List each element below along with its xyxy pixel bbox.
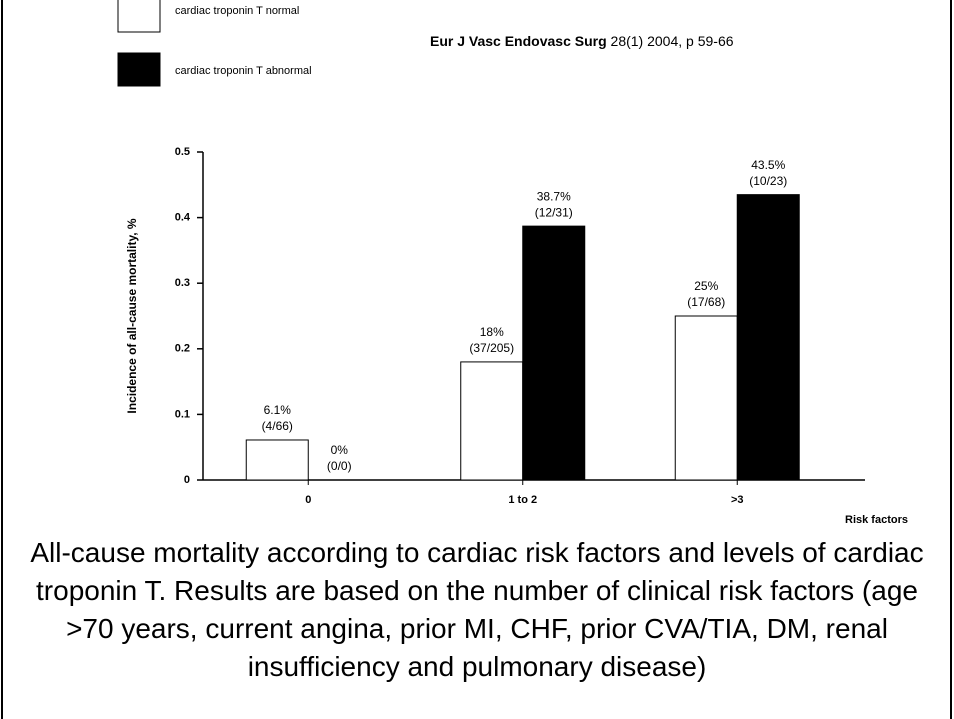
count-label: (12/31) (535, 205, 573, 219)
value-label: 18% (480, 325, 504, 339)
value-label: 6.1% (264, 403, 292, 417)
bar (522, 225, 586, 481)
y-axis-label: Incidence of all-cause mortality, % (125, 218, 139, 414)
count-label: (4/66) (262, 419, 293, 433)
x-tick-label: 0 (305, 494, 311, 506)
value-label: 0% (331, 443, 349, 457)
y-tick-label: 0.2 (175, 343, 190, 355)
value-label: 43.5% (751, 158, 785, 172)
value-label: 38.7% (537, 189, 571, 203)
source-journal: Eur J Vasc Endovasc Surg (430, 33, 607, 49)
y-tick-label: 0.5 (175, 146, 190, 158)
value-label: 25% (694, 279, 718, 293)
bar (460, 361, 524, 481)
legend-swatch (117, 0, 161, 33)
bar (674, 315, 738, 481)
y-tick-label: 0.1 (175, 408, 190, 420)
caption: All-cause mortality according to cardiac… (30, 537, 924, 682)
legend-label: cardiac troponin T abnormal (175, 65, 312, 77)
legend-label: cardiac troponin T normal (175, 5, 299, 17)
legend-swatch (117, 52, 161, 87)
source-citation: 28(1) 2004, p 59-66 (611, 33, 734, 49)
count-label: (37/205) (469, 341, 514, 355)
y-tick-label: 0.3 (175, 277, 190, 289)
count-label: (17/68) (687, 295, 725, 309)
x-tick-label: 1 to 2 (508, 494, 537, 506)
x-tick-label: >3 (731, 494, 744, 506)
count-label: (10/23) (749, 174, 787, 188)
count-label: (0/0) (327, 459, 352, 473)
source: Eur J Vasc Endovasc Surg 28(1) 2004, p 5… (430, 33, 734, 49)
y-tick-label: 0 (184, 474, 190, 486)
x-axis-label: Risk factors (845, 514, 908, 526)
y-tick-label: 0.4 (175, 212, 191, 224)
bar (736, 194, 800, 481)
bar (245, 439, 309, 481)
